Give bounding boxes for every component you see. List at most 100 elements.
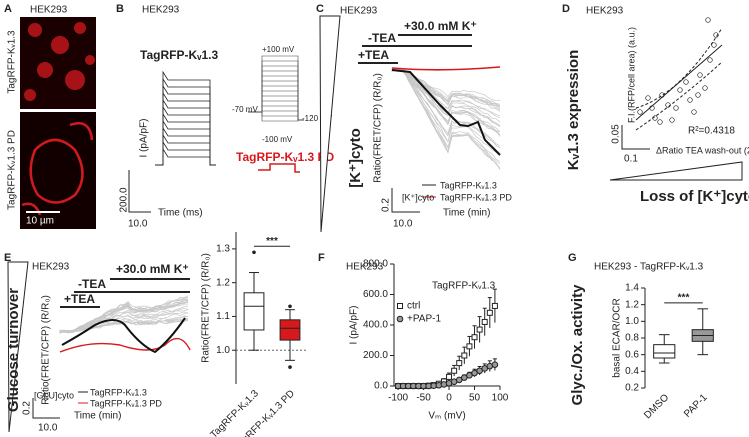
row-label: TagRFP-Kᵥ1.3 PD	[7, 130, 18, 210]
y-label: F.I.(RFP/cell area) (a.u.)	[626, 27, 636, 123]
legend-label: ctrl	[407, 301, 420, 312]
box	[653, 344, 676, 359]
panel-label: B	[116, 3, 124, 15]
scatter-point	[683, 79, 689, 85]
scatter-point	[711, 42, 717, 48]
side-label: [K⁺]cyto	[347, 128, 364, 188]
y-tick-label: 0.6	[625, 349, 639, 360]
y-tick-label: 200.0	[363, 350, 388, 361]
scatter-point	[665, 102, 671, 108]
x-tick-label: -50	[416, 393, 431, 404]
voltage-protocol	[248, 55, 304, 122]
scale-label: 10.0	[128, 219, 148, 230]
scale-label: 0.2	[381, 198, 392, 212]
mean-trace	[61, 317, 186, 354]
scale-bar	[32, 398, 60, 419]
bottom-label: Loss of [K⁺]cyto	[640, 188, 749, 205]
significance: ***	[678, 292, 690, 303]
scale-label: 10.0	[38, 423, 58, 434]
scatter	[635, 17, 723, 131]
side-label: Kᵥ1.3 expression	[565, 50, 582, 171]
trace	[155, 70, 216, 166]
marker	[476, 326, 483, 333]
panel-label: F	[318, 252, 325, 264]
marker	[491, 302, 498, 309]
pd-trace	[391, 66, 501, 71]
trace	[59, 309, 189, 332]
scatter-point	[637, 109, 643, 115]
y-label: I (pA/pF)	[139, 119, 150, 158]
outlier	[252, 250, 256, 255]
marker	[446, 373, 453, 380]
y-tick-label: 400.0	[363, 320, 388, 331]
traces	[59, 295, 191, 354]
x-tick-label: DMSO	[642, 392, 671, 421]
legend-marker	[397, 303, 403, 309]
treatment: +30.0 mM K⁺	[116, 262, 189, 276]
scatter-point	[702, 85, 708, 91]
marker	[486, 309, 493, 316]
wedge	[7, 261, 29, 433]
trace	[155, 98, 216, 166]
scale-label: 0.05	[611, 124, 622, 144]
marker	[481, 318, 488, 325]
trace	[391, 68, 501, 154]
trace	[155, 147, 216, 166]
y-tick-label: 1.2	[625, 299, 639, 310]
scatter-point	[645, 95, 651, 101]
box	[243, 292, 265, 331]
mean-trace	[391, 69, 501, 156]
trace	[155, 126, 216, 166]
scatter-point	[697, 72, 703, 78]
sensor-label: [K⁺]cyto	[402, 192, 434, 202]
panel-label: G	[568, 252, 577, 264]
legend-marker	[396, 315, 404, 323]
scale-label: 10 µm	[26, 216, 54, 227]
scatter-point	[707, 57, 713, 63]
construct: TagRFP-Kᵥ1.3	[140, 48, 218, 62]
r-squared: R²=0.4318	[688, 126, 735, 137]
x-label: Time (min)	[74, 411, 121, 422]
panel-label: E	[4, 252, 11, 264]
sensor-label: [GLU]cyto	[34, 390, 74, 400]
marker	[491, 361, 499, 368]
scale-label: 0.2	[22, 401, 33, 415]
panel-label: A	[4, 3, 12, 15]
y-tick-label: 1.0	[216, 345, 230, 356]
panel-title: HEK293	[586, 6, 624, 17]
legend-label: TagRFP-Kᵥ1.3 PD	[440, 192, 512, 202]
scatter-point	[657, 119, 663, 125]
y-tick-label: 1.2	[216, 277, 230, 288]
scatter-point	[673, 105, 679, 111]
treatment: +30.0 mM K⁺	[404, 19, 477, 33]
side-label: Glyc./Ox. activity	[569, 284, 586, 406]
x-tick-label: -100	[388, 393, 408, 404]
scale-bar	[128, 170, 151, 213]
voltage: +100 mV	[262, 45, 295, 54]
x-tick-label: 50	[469, 393, 481, 404]
y-label: basal ECAR/OCR	[612, 298, 623, 377]
trace	[391, 67, 501, 164]
y-tick-label: 1.3	[216, 244, 230, 255]
marker	[466, 343, 473, 350]
legend-label: +PAP-1	[407, 314, 441, 325]
voltage: -120 mV	[302, 114, 333, 123]
current-traces	[155, 70, 216, 166]
treatment: +TEA	[64, 292, 95, 306]
x-tick-label: PAP-1	[682, 392, 710, 420]
x-label: Time (ms)	[158, 208, 203, 219]
panel-title: HEK293 - TagRFP-Kᵥ1.3	[594, 262, 704, 273]
confidence	[635, 27, 723, 131]
y-tick-label: 1.4	[625, 283, 639, 294]
x-tick-label: 100	[492, 393, 509, 404]
y-tick-label: 0.8	[625, 333, 639, 344]
scatter-point	[669, 117, 675, 123]
x-label: Vₘ (mV)	[428, 411, 465, 422]
x-label: Time (min)	[443, 208, 490, 219]
y-tick-label: 1.0	[625, 316, 639, 327]
y-tick-label: 0.4	[625, 366, 639, 377]
y-tick-label: 800.0	[363, 259, 388, 270]
step	[248, 111, 304, 122]
pd-trace	[258, 163, 300, 173]
